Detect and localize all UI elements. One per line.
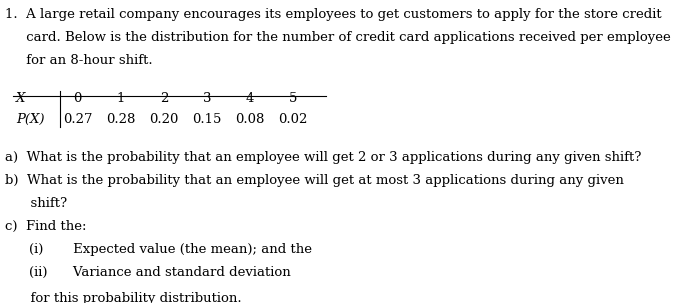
Text: c)  Find the:: c) Find the: — [5, 220, 87, 233]
Text: 1.  A large retail company encourages its employees to get customers to apply fo: 1. A large retail company encourages its… — [5, 8, 662, 22]
Text: 1: 1 — [117, 92, 125, 105]
Text: P(X): P(X) — [16, 113, 44, 126]
Text: 0.15: 0.15 — [192, 113, 222, 126]
Text: card. Below is the distribution for the number of credit card applications recei: card. Below is the distribution for the … — [5, 32, 671, 44]
Text: 0.08: 0.08 — [235, 113, 265, 126]
Text: 0.20: 0.20 — [149, 113, 179, 126]
Text: 4: 4 — [246, 92, 254, 105]
Text: 3: 3 — [203, 92, 211, 105]
Text: a)  What is the probability that an employee will get 2 or 3 applications during: a) What is the probability that an emplo… — [5, 151, 642, 164]
Text: X: X — [16, 92, 25, 105]
Text: 0.02: 0.02 — [278, 113, 308, 126]
Text: 0: 0 — [73, 92, 82, 105]
Text: 2: 2 — [160, 92, 168, 105]
Text: 5: 5 — [289, 92, 297, 105]
Text: 0.28: 0.28 — [106, 113, 135, 126]
Text: for this probability distribution.: for this probability distribution. — [5, 292, 242, 303]
Text: shift?: shift? — [5, 197, 67, 210]
Text: b)  What is the probability that an employee will get at most 3 applications dur: b) What is the probability that an emplo… — [5, 174, 624, 187]
Text: (i)       Expected value (the mean); and the: (i) Expected value (the mean); and the — [29, 243, 312, 256]
Text: (ii)      Variance and standard deviation: (ii) Variance and standard deviation — [29, 266, 290, 278]
Text: 0.27: 0.27 — [63, 113, 92, 126]
Text: for an 8-hour shift.: for an 8-hour shift. — [5, 54, 153, 67]
